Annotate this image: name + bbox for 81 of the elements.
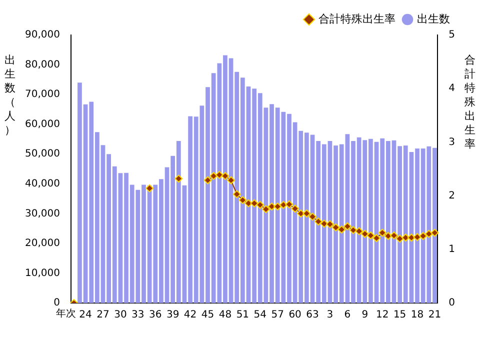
point xyxy=(413,233,422,242)
point xyxy=(332,223,340,232)
x-tick-label: 27 xyxy=(96,310,110,321)
y2-tick-label: 5 xyxy=(448,30,456,41)
x-tick-label: 21 xyxy=(428,310,442,321)
y2-tick-label: 4 xyxy=(448,83,456,94)
y-tick-label: 80,000 xyxy=(24,59,60,70)
point xyxy=(326,220,334,228)
point xyxy=(372,234,381,242)
point xyxy=(238,196,247,204)
point xyxy=(378,228,386,237)
x-tick-label: 63 xyxy=(306,310,319,321)
point xyxy=(221,172,230,180)
y-tick-label: 30,000 xyxy=(24,208,60,220)
y-tick-label: 0 xyxy=(54,298,60,309)
point xyxy=(430,228,439,237)
x-tick-label: 36 xyxy=(149,310,162,321)
point xyxy=(355,227,364,236)
x-tick-label: 6 xyxy=(344,310,351,321)
y2-tick-label: 3 xyxy=(448,136,456,148)
x-tick-label: 12 xyxy=(376,310,389,321)
point xyxy=(285,200,294,208)
y-tick-label: 90,000 xyxy=(24,30,60,41)
x-tick-label: 39 xyxy=(166,310,180,321)
point xyxy=(366,231,375,240)
point xyxy=(227,176,236,184)
point xyxy=(349,226,358,234)
point xyxy=(396,234,404,243)
point xyxy=(390,231,398,240)
point xyxy=(308,212,317,221)
point xyxy=(262,205,270,214)
x-tick-label: 30 xyxy=(114,310,127,321)
point xyxy=(232,190,241,198)
point xyxy=(384,232,392,240)
legend-label: 出生数 xyxy=(417,12,450,26)
point xyxy=(174,174,183,183)
x-tick-label: 51 xyxy=(236,310,250,321)
point xyxy=(407,234,416,242)
point xyxy=(146,184,154,192)
x-tick-label: 15 xyxy=(393,310,406,321)
legend-label: 合計特殊出生率 xyxy=(318,12,396,26)
point xyxy=(279,200,288,209)
point xyxy=(424,230,433,238)
point xyxy=(419,232,428,240)
x-tick-label: 9 xyxy=(362,310,368,321)
x-tick-label: 42 xyxy=(184,310,197,321)
x-tick-label: 18 xyxy=(410,310,424,321)
y-tick-label: 70,000 xyxy=(24,89,60,100)
point xyxy=(314,218,322,226)
point xyxy=(250,199,258,208)
point xyxy=(274,202,282,211)
point xyxy=(256,200,264,209)
point xyxy=(215,170,224,179)
x-tick-label: 54 xyxy=(254,310,266,321)
point xyxy=(210,172,218,180)
y2-tick-label: 2 xyxy=(448,190,456,202)
y-tick-label: 60,000 xyxy=(24,118,60,130)
x-tick-label: 60 xyxy=(288,310,302,321)
x-tick-label: 57 xyxy=(271,310,284,321)
x-tick-label: 48 xyxy=(218,310,232,321)
x-tick-label: 45 xyxy=(201,310,214,321)
point xyxy=(320,220,328,228)
x-axis-title: 年次 xyxy=(56,308,76,320)
y-tick-label: 20,000 xyxy=(24,238,60,250)
y2-tick-label: 0 xyxy=(448,298,456,309)
y-tick-label: 40,000 xyxy=(24,178,60,190)
point xyxy=(343,222,352,230)
point xyxy=(291,204,300,213)
point xyxy=(302,209,311,218)
y2-tick-label: 1 xyxy=(448,244,456,255)
point xyxy=(360,230,369,238)
y2-axis-title: 合計特殊出生率 xyxy=(464,53,476,150)
point xyxy=(204,176,212,184)
x-tick-label: 33 xyxy=(132,310,144,321)
x-tick-label: 3 xyxy=(326,310,334,321)
x-tick-label: 24 xyxy=(79,310,92,321)
point xyxy=(338,226,346,234)
y-tick-label: 10,000 xyxy=(24,268,60,279)
y-axis-title: 出生数（人） xyxy=(4,53,16,136)
point xyxy=(296,209,305,218)
y-tick-label: 50,000 xyxy=(24,148,60,160)
